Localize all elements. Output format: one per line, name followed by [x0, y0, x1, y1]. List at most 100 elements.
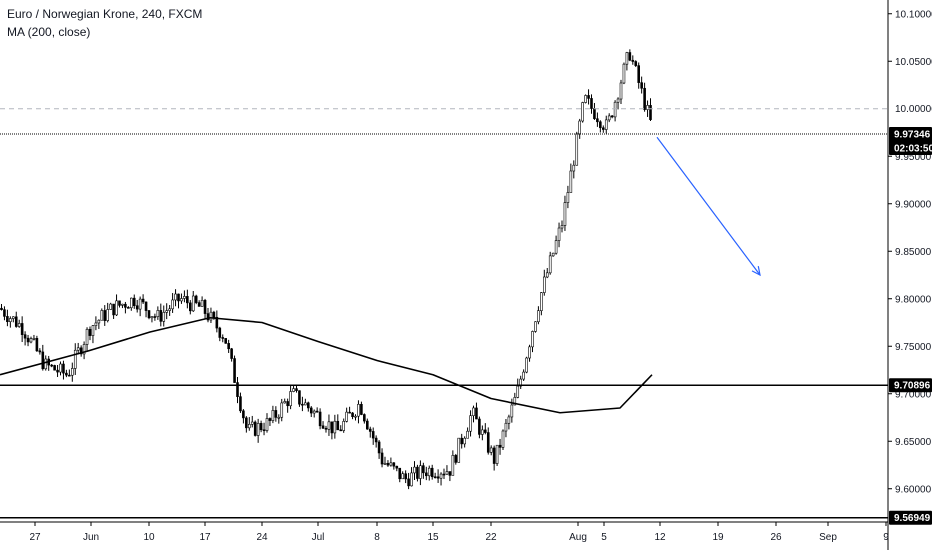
candle-body	[374, 437, 378, 443]
candle-body	[277, 416, 281, 419]
candle-body	[268, 418, 272, 421]
candle-body	[628, 52, 632, 61]
candle-body	[327, 421, 331, 430]
candle-body	[599, 121, 602, 129]
candle-body	[572, 164, 576, 172]
candle-body	[451, 455, 455, 476]
candle-body	[563, 202, 567, 226]
x-tick-label: 22	[485, 532, 497, 543]
candle-body	[542, 276, 546, 293]
candle-body	[301, 403, 304, 406]
y-tick-label: 9.95000	[895, 152, 932, 163]
candle-body	[230, 348, 233, 359]
candle-body	[413, 466, 416, 474]
candle-body	[215, 316, 219, 329]
candle-body	[357, 404, 360, 417]
candle-body	[604, 119, 608, 130]
candle-body	[106, 309, 109, 321]
candle-body	[79, 347, 83, 355]
x-tick-label: 15	[427, 532, 439, 543]
candle-body	[433, 476, 437, 479]
candle-body	[478, 418, 481, 435]
y-tick-label: 9.65000	[895, 437, 932, 448]
candle-body	[212, 311, 216, 318]
countdown-label: 02:03:50	[894, 143, 932, 154]
y-tick-label: 9.60000	[895, 484, 932, 495]
candle-body	[248, 423, 251, 429]
candle-body	[256, 423, 260, 436]
candle-body	[274, 410, 278, 418]
candle-body	[631, 59, 635, 62]
candle-body	[389, 462, 393, 466]
candle-body	[100, 310, 104, 321]
candle-body	[118, 300, 121, 306]
candle-body	[330, 421, 334, 434]
candle-body	[640, 82, 643, 89]
candle-body	[528, 346, 531, 359]
candle-body	[73, 349, 77, 369]
candle-body	[59, 363, 62, 373]
candle-body	[643, 87, 646, 110]
candle-body	[649, 105, 652, 120]
candle-body	[427, 467, 431, 477]
candle-body	[442, 473, 446, 476]
candle-body	[23, 334, 27, 339]
y-tick-label: 9.85000	[895, 247, 932, 258]
candle-body	[625, 52, 629, 65]
candle-body	[26, 337, 30, 343]
candle-body	[312, 410, 316, 414]
candle-body	[218, 327, 222, 338]
candle-body	[289, 391, 292, 407]
candle-body	[481, 429, 484, 435]
candle-body	[569, 170, 573, 193]
candle-body	[203, 299, 207, 314]
candle-body	[194, 295, 198, 303]
candle-body	[463, 437, 466, 445]
candle-body	[298, 390, 301, 405]
candle-body	[227, 343, 230, 350]
candle-body	[245, 417, 248, 429]
candle-body	[159, 310, 163, 322]
candle-body	[363, 414, 366, 422]
candle-body	[68, 374, 71, 377]
candle-body	[540, 292, 543, 311]
candle-body	[135, 305, 139, 310]
moving-average-line	[0, 316, 653, 414]
candle-body	[186, 296, 189, 304]
candle-body	[12, 316, 15, 319]
candle-body	[262, 429, 266, 432]
candle-body	[513, 397, 517, 406]
candle-body	[492, 447, 496, 464]
candle-body	[489, 447, 493, 453]
candle-body	[407, 478, 410, 487]
candle-body	[622, 63, 626, 84]
candle-body	[315, 410, 319, 413]
candle-body	[419, 465, 422, 479]
candle-body	[386, 462, 390, 466]
candle-body	[472, 407, 475, 416]
candle-body	[646, 105, 649, 110]
candle-body	[557, 227, 561, 241]
candle-body	[62, 363, 65, 374]
candle-body	[460, 437, 464, 445]
candle-body	[560, 225, 564, 229]
candle-body	[283, 401, 287, 404]
candle-body	[171, 299, 174, 310]
candle-body	[17, 323, 21, 327]
candle-body	[457, 437, 461, 463]
candle-body	[165, 310, 168, 313]
candle-body	[504, 422, 508, 432]
y-tick-label: 9.70000	[895, 389, 932, 400]
candle-body	[354, 415, 357, 418]
candle-body	[109, 303, 112, 310]
x-tick-label: 26	[770, 532, 782, 543]
price-tag-label: 9.97346	[894, 129, 931, 140]
projection-arrow[interactable]	[656, 136, 761, 276]
x-tick-label: 9	[883, 532, 889, 543]
candle-body	[584, 95, 587, 103]
candle-body	[209, 311, 213, 321]
candle-body	[97, 319, 101, 324]
candle-body	[115, 300, 118, 316]
candle-body	[495, 444, 499, 464]
